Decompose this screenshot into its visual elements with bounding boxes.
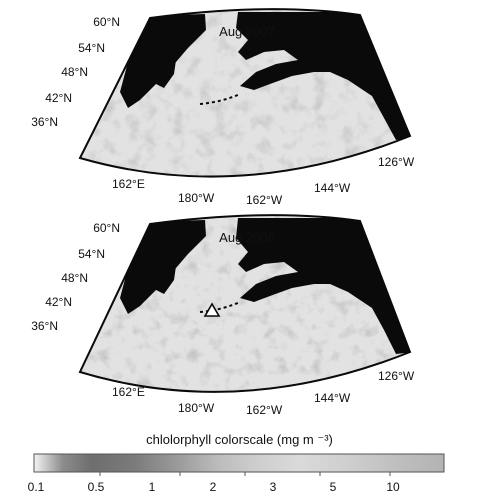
lon-label-144W: 144°W	[314, 181, 351, 195]
colorbar-tick-label: 1	[148, 480, 156, 494]
land-north-america	[236, 218, 410, 354]
colorbar-tick-label: 2	[209, 480, 217, 494]
colorbar	[33, 453, 445, 476]
lat-label-42N: 42°N	[45, 295, 72, 309]
panel-title: Aug 2007	[219, 24, 275, 39]
land-north-america	[236, 12, 410, 140]
map-frame	[78, 8, 412, 178]
colorbar-tick-label: 3	[269, 480, 277, 494]
colorbar-title: chlolorphyll colorscale (mg m ⁻³)	[146, 432, 333, 447]
colorbar-tick-marks	[99, 472, 391, 476]
station-marker-triangle	[203, 302, 221, 317]
map-frame	[78, 214, 412, 393]
lon-label-126W: 126°W	[378, 155, 415, 169]
colorbar-tick-label: 0.5	[87, 480, 105, 494]
colorbar-tick-label: 0.1	[27, 480, 45, 494]
lat-label-36N: 36°N	[31, 319, 58, 333]
colorbar-tick-labels: 0.1 0.5 1 2 3 5 10	[0, 480, 479, 498]
aleutian-islands	[199, 93, 241, 105]
lat-label-36N: 36°N	[31, 115, 58, 129]
land-kamchatka	[156, 262, 176, 294]
lat-label-60N: 60°N	[93, 15, 120, 29]
map-panel-2007: Aug 2007 60°N 54°N 48°N 42°N 36°N 162°E …	[31, 8, 415, 207]
lon-label-180W: 180°W	[178, 401, 215, 415]
colorbar-tick-label: 10	[386, 480, 400, 494]
lon-label-144W: 144°W	[314, 391, 351, 405]
lon-label-180W: 180°W	[178, 191, 215, 205]
aleutian-islands	[199, 301, 241, 313]
lat-label-42N: 42°N	[45, 91, 72, 105]
lon-label-126W: 126°W	[378, 369, 415, 383]
lon-label-162E: 162°E	[112, 177, 145, 191]
lat-label-60N: 60°N	[93, 221, 120, 235]
lat-label-48N: 48°N	[61, 65, 88, 79]
colorbar-tick-label: 5	[329, 480, 337, 494]
colorbar-gradient	[33, 453, 445, 473]
land-kamchatka	[156, 56, 176, 88]
map-panel-2008: Aug 2008 60°N 54°N 48°N 42°N 36°N 162°E …	[31, 214, 415, 417]
lat-label-54N: 54°N	[78, 247, 105, 261]
lon-label-162E: 162°E	[112, 385, 145, 399]
panel-title: Aug 2008	[219, 230, 275, 245]
lat-label-48N: 48°N	[61, 271, 88, 285]
lon-label-162W: 162°W	[246, 403, 283, 417]
lat-label-54N: 54°N	[78, 41, 105, 55]
lon-label-162W: 162°W	[246, 193, 283, 207]
